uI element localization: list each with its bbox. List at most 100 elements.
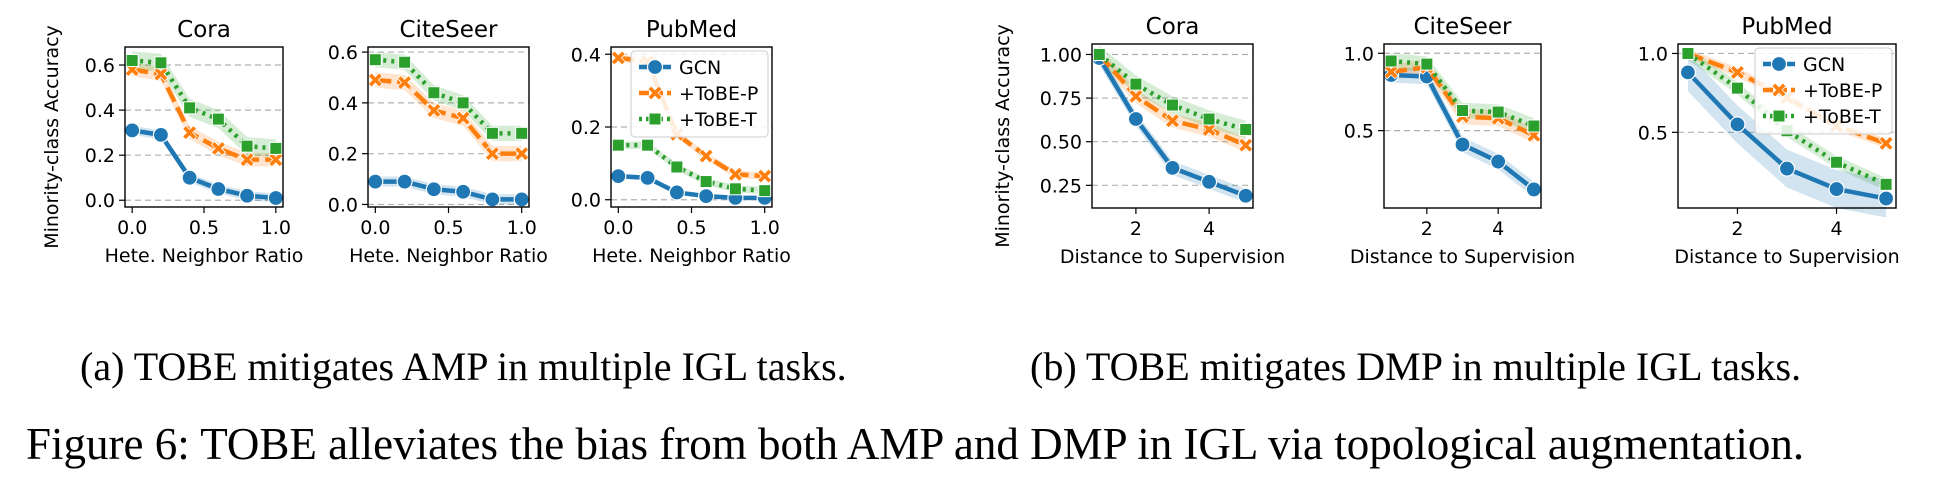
data-point	[670, 160, 684, 174]
data-point	[210, 180, 227, 198]
data-point	[152, 126, 170, 143]
x-tick-label: 2	[1731, 218, 1743, 240]
chart-panel-6: 0.5 1.0 2 4 PubMed Distance to Supervision GCN…	[1638, 14, 1900, 268]
chart-panel-1: 0.0 0.2 0.4 0.6 0.0 0.5 1.0 Cora Hete. Neighbor …	[41, 17, 303, 267]
data-point	[610, 167, 627, 185]
data-point	[1681, 46, 1695, 60]
confidence-band	[618, 141, 765, 195]
chart-title: PubMed	[646, 17, 737, 43]
data-point	[1878, 135, 1894, 151]
x-tick-label: 0.5	[676, 217, 706, 239]
y-tick-label: 0.4	[328, 93, 358, 115]
chart-panel-4: 0.25 0.50 0.75 1.00 2 4 Cora Distance to Superv…	[992, 14, 1285, 268]
legend-label: GCN	[679, 57, 721, 79]
data-point	[455, 110, 471, 126]
data-point	[698, 187, 715, 205]
x-axis-label: Hete. Neighbor Ratio	[592, 245, 791, 267]
data-point	[396, 173, 413, 190]
series-line	[375, 77, 522, 156]
x-axis-label: Hete. Neighbor Ratio	[349, 245, 548, 267]
series-line	[131, 67, 276, 162]
x-tick-label: 4	[1830, 218, 1842, 240]
data-point	[1525, 181, 1542, 198]
data-point	[210, 140, 226, 156]
data-point	[426, 102, 442, 119]
figure-caption-label: Figure 6:	[26, 419, 190, 469]
data-point	[269, 141, 283, 155]
legend-label: GCN	[1803, 54, 1845, 76]
x-tick-label: 2	[1130, 218, 1142, 240]
data-point	[1384, 54, 1398, 68]
data-point	[1127, 110, 1145, 128]
data-point	[182, 125, 198, 141]
legend-marker	[648, 112, 662, 126]
subcaption-b-prefix: (b)	[1030, 344, 1077, 389]
data-point	[484, 146, 500, 162]
legend-label: +ToBE-T	[1803, 106, 1881, 128]
chart-panel-2: 0.0 0.2 0.4 0.6 0.0 0.5 1.0 CiteSeer Hete. Neigh…	[328, 17, 548, 267]
chart-panel-3: 0.0 0.2 0.4 0.0 0.5 1.0 PubMed Hete. Neighbor R…	[571, 17, 791, 267]
y-axis-label: Minority-class Accuracy	[41, 25, 63, 249]
data-point	[1679, 64, 1697, 81]
x-axis-label: Distance to Supervision	[1674, 246, 1899, 268]
y-tick-label: 0.5	[1638, 122, 1668, 144]
x-tick-label: 1.0	[507, 217, 537, 239]
data-point	[153, 66, 169, 82]
data-point	[484, 191, 501, 208]
y-tick-label: 0.6	[328, 42, 358, 64]
data-point	[1239, 122, 1253, 136]
legend-marker	[1772, 109, 1786, 123]
subcaption-b-text: TOBE mitigates DMP in multiple IGL tasks…	[1085, 344, 1802, 389]
data-point	[239, 152, 255, 168]
y-tick-label: 0.0	[328, 194, 358, 216]
data-point	[1490, 153, 1507, 170]
x-tick-label: 0.0	[360, 217, 390, 239]
data-point	[267, 189, 284, 207]
y-tick-label: 0.2	[85, 145, 115, 167]
x-tick-label: 0.0	[603, 217, 633, 239]
data-point	[1164, 113, 1181, 129]
data-point	[398, 55, 412, 69]
y-tick-label: 0.75	[1040, 88, 1082, 110]
y-tick-label: 0.6	[85, 55, 115, 77]
confidence-band	[375, 72, 522, 162]
data-point	[211, 112, 225, 126]
legend-marker	[1770, 55, 1788, 73]
axes-frame	[1091, 43, 1254, 209]
y-tick-label: 1.0	[1344, 43, 1374, 65]
x-axis-label: Distance to Supervision	[1350, 246, 1575, 268]
data-point	[425, 181, 442, 198]
data-point	[641, 138, 655, 152]
confidence-band	[1391, 59, 1534, 144]
y-tick-label: 0.4	[85, 100, 115, 122]
x-tick-label: 0.0	[117, 217, 147, 239]
axes-frame	[1677, 43, 1897, 209]
subcaption-a: (a) TOBE mitigates AMP in multiple IGL t…	[80, 343, 847, 390]
chart-title: PubMed	[1741, 14, 1832, 40]
x-axis-label: Hete. Neighbor Ratio	[105, 245, 304, 267]
confidence-band	[375, 52, 522, 141]
data-point	[427, 86, 441, 100]
data-point	[183, 101, 197, 115]
data-point	[699, 175, 713, 189]
data-point	[1729, 64, 1746, 80]
figure-caption-text: TOBE alleviates the bias from both AMP a…	[200, 419, 1805, 469]
data-point	[1778, 160, 1796, 177]
legend-label: +ToBE-P	[1803, 80, 1882, 102]
data-point	[1129, 77, 1143, 91]
y-tick-label: 0.0	[571, 190, 601, 212]
y-tick-label: 0.4	[571, 44, 601, 66]
data-point	[1420, 57, 1434, 71]
y-tick-label: 0.2	[571, 117, 601, 139]
x-tick-label: 4	[1203, 218, 1215, 240]
x-tick-label: 0.5	[189, 217, 219, 239]
data-point	[1730, 81, 1744, 95]
legend-marker	[646, 58, 664, 76]
data-point	[1729, 116, 1746, 133]
legend-label: +ToBE-T	[679, 109, 757, 131]
data-point	[1877, 190, 1895, 207]
data-point	[1454, 136, 1471, 153]
chart-title: Cora	[177, 17, 231, 43]
legend-box	[1754, 47, 1893, 135]
data-point	[456, 96, 470, 110]
